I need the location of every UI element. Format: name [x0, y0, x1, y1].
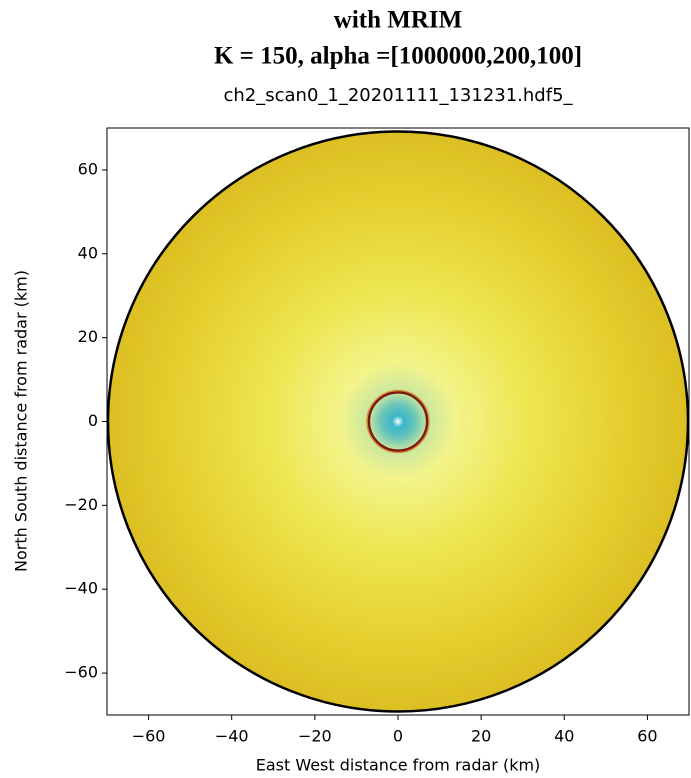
x-axis-label: East West distance from radar (km)	[256, 756, 541, 775]
chart-title: K = 150, alpha =[1000000,200,100]	[214, 43, 582, 70]
y-tick-label: 0	[88, 411, 98, 430]
y-tick-label: 40	[78, 243, 98, 262]
x-tick-label: −60	[132, 727, 166, 746]
x-tick-label: −20	[298, 727, 332, 746]
x-tick-label: 0	[393, 727, 403, 746]
chart: with MRIM K = 150, alpha =[1000000,200,1…	[0, 0, 691, 778]
chart-title: with MRIM	[334, 7, 462, 34]
radar-field	[107, 131, 689, 713]
y-tick-label: −40	[64, 579, 98, 598]
x-tick-label: 60	[637, 727, 657, 746]
chart-subtitle: ch2_scan0_1_20201111_131231.hdf5_	[223, 85, 573, 106]
plot-area	[107, 131, 689, 713]
x-tick-label: 40	[554, 727, 574, 746]
y-axis-label: North South distance from radar (km)	[12, 270, 31, 572]
y-tick-label: 60	[78, 159, 98, 178]
x-tick-label: −40	[215, 727, 249, 746]
y-tick-label: −60	[64, 663, 98, 682]
y-tick-label: −20	[64, 495, 98, 514]
y-tick-label: 20	[78, 327, 98, 346]
x-tick-label: 20	[471, 727, 491, 746]
